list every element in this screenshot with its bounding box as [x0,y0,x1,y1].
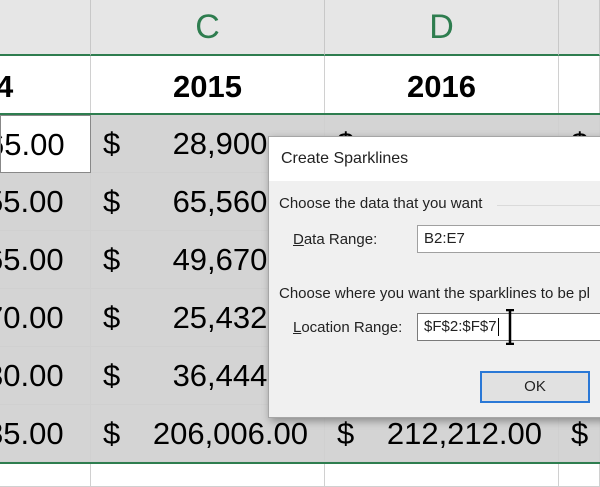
column-header-d-label: D [429,8,454,46]
column-header-c[interactable]: C [91,0,325,56]
dialog-title: Create Sparklines [281,150,409,167]
location-range-value: $F$2:$F$7 [424,318,497,335]
ibeam-cursor-icon [506,309,514,345]
location-section-label: Choose where you want the sparklines to … [279,285,591,302]
data-section-separator [497,205,600,206]
year-header-2015[interactable]: 2015 [91,56,325,114]
cell-value: 206,006.00 [152,416,308,451]
data-range-label: Data Range: [293,231,377,248]
dialog-titlebar[interactable]: Create Sparklines [269,137,600,181]
cell-value: 65.00 [0,242,64,277]
data-section-label: Choose the data that you want [279,195,483,212]
location-range-label: Location Range: [293,319,402,336]
table-cell-b[interactable]: 30.00 [0,347,91,405]
currency-symbol: $ [103,242,121,277]
currency-symbol: $ [103,416,121,451]
year-header-b[interactable]: 4 [0,56,91,114]
cell-value: 85.00 [0,416,64,451]
column-header-d[interactable]: D [325,0,559,56]
location-range-access-key: L [293,319,302,336]
data-range-value: B2:E7 [424,230,465,247]
currency-symbol: $ [103,126,121,161]
cell-value: 30.00 [0,358,64,393]
location-range-label-text: ocation Range: [301,319,403,336]
column-header-b[interactable] [0,0,91,56]
cell-value: 65.00 [1,127,65,162]
cell-value: 65,560. [172,184,276,219]
table-cell-b[interactable]: 70.00 [0,289,91,347]
table-cell-b[interactable]: 85.00 [0,405,91,462]
currency-symbol: $ [103,184,121,219]
empty-row[interactable] [559,464,600,487]
cell-value: 28,900. [172,126,276,161]
empty-row[interactable] [325,464,559,487]
location-range-input[interactable]: $F$2:$F$7 [417,313,600,341]
table-cell-b[interactable]: 65.00 [0,115,91,173]
text-caret [497,318,499,337]
year-header-e[interactable] [559,56,600,114]
currency-symbol: $ [103,300,121,335]
empty-row[interactable] [0,464,91,487]
ok-button[interactable]: OK [480,371,590,403]
cell-value: 70.00 [0,300,64,335]
empty-row[interactable] [91,464,325,487]
data-range-input[interactable]: B2:E7 [417,225,600,253]
table-cell-b[interactable]: 55.00 [0,173,91,231]
year-header-2016[interactable]: 2016 [325,56,559,114]
cell-value: 25,432. [172,300,276,335]
data-range-access-key: D [293,231,304,248]
currency-symbol: $ [337,416,355,451]
selection-border-bottom [0,462,600,464]
cell-value: 49,670. [172,242,276,277]
data-range-label-text: ata Range: [303,231,378,248]
currency-symbol: $ [571,416,589,451]
cell-value: 212,212.00 [386,416,542,451]
table-cell-b[interactable]: 65.00 [0,231,91,289]
create-sparklines-dialog: Create Sparklines Choose the data that y… [268,136,600,418]
currency-symbol: $ [103,358,121,393]
year-header-b-label: 4 [0,56,13,113]
column-header-c-label: C [195,8,220,46]
column-header-e[interactable] [559,0,600,56]
cell-value: 55.00 [0,184,64,219]
cell-value: 36,444. [172,358,276,393]
selection-border-top [0,113,600,115]
